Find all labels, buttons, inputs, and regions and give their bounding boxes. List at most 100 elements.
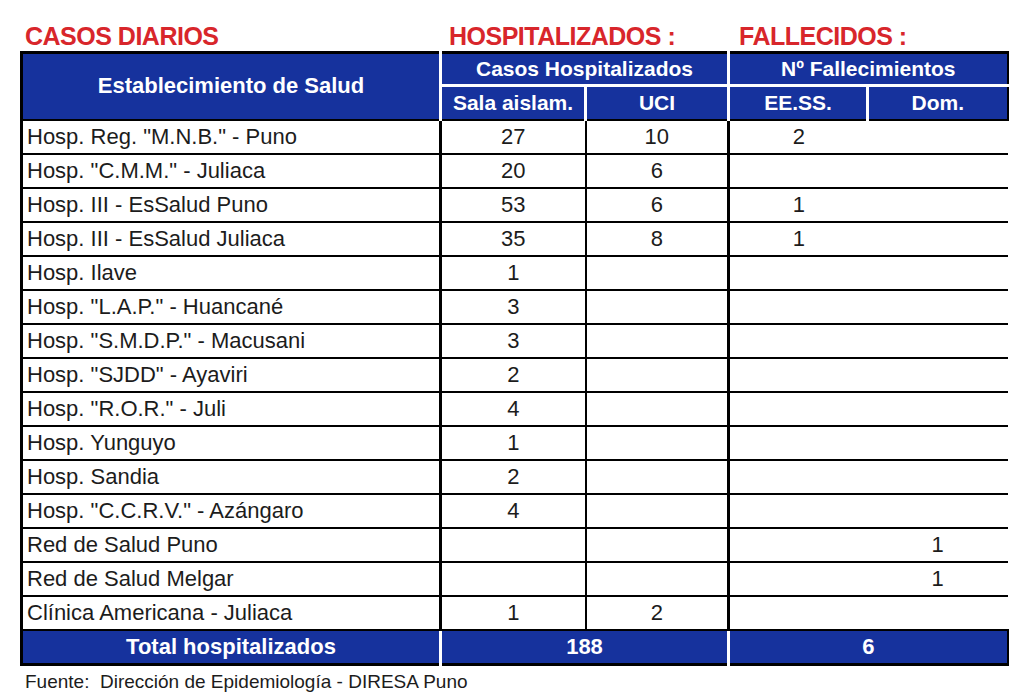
cell-dom xyxy=(868,358,1008,392)
table-row: Hosp. "SJDD" - Ayaviri2 xyxy=(22,358,1008,392)
cell-eess: 2 xyxy=(729,120,868,154)
cell-sala: 4 xyxy=(441,392,586,426)
header-sala-aislam: Sala aislam. xyxy=(441,86,586,120)
cell-dom xyxy=(868,120,1008,154)
cell-dom xyxy=(868,290,1008,324)
header-establecimiento: Establecimiento de Salud xyxy=(22,53,441,120)
cell-sala: 20 xyxy=(441,154,586,188)
cell-eess xyxy=(729,562,868,596)
cell-name: Hosp. Ilave xyxy=(22,256,441,290)
cell-dom xyxy=(868,324,1008,358)
hospitalization-table: Establecimiento de Salud Casos Hospitali… xyxy=(20,51,1009,666)
table-row: Hosp. "C.C.R.V." - Azángaro4 xyxy=(22,494,1008,528)
cell-eess xyxy=(729,358,868,392)
cell-uci xyxy=(586,290,729,324)
cell-dom: 1 xyxy=(868,562,1008,596)
cell-eess xyxy=(729,324,868,358)
table-body: Hosp. Reg. "M.N.B." - Puno27102Hosp. "C.… xyxy=(22,120,1008,630)
title-hospitalizados: HOSPITALIZADOS : xyxy=(449,22,675,51)
cell-name: Hosp. III - EsSalud Juliaca xyxy=(22,222,441,256)
table-row: Hosp. III - EsSalud Puno5361 xyxy=(22,188,1008,222)
cell-name: Hosp. "SJDD" - Ayaviri xyxy=(22,358,441,392)
total-fallecidos: 6 xyxy=(729,630,1008,665)
cell-dom xyxy=(868,596,1008,630)
total-hospitalizados: 188 xyxy=(441,630,729,665)
cell-sala: 2 xyxy=(441,460,586,494)
cell-uci xyxy=(586,392,729,426)
cell-uci xyxy=(586,528,729,562)
header-uci: UCI xyxy=(586,86,729,120)
cell-name: Red de Salud Melgar xyxy=(22,562,441,596)
cell-dom xyxy=(868,256,1008,290)
cell-dom xyxy=(868,154,1008,188)
header-eess: EE.SS. xyxy=(729,86,868,120)
table-row: Hosp. "S.M.D.P." - Macusani3 xyxy=(22,324,1008,358)
cell-sala: 1 xyxy=(441,256,586,290)
cell-uci xyxy=(586,494,729,528)
cell-sala: 2 xyxy=(441,358,586,392)
cell-sala: 3 xyxy=(441,290,586,324)
table-row: Hosp. Ilave1 xyxy=(22,256,1008,290)
cell-eess xyxy=(729,154,868,188)
header-fallecimientos: Nº Fallecimientos xyxy=(729,53,1008,86)
cell-name: Hosp. Sandia xyxy=(22,460,441,494)
title-fallecidos: FALLECIDOS : xyxy=(739,22,907,51)
cell-eess: 1 xyxy=(729,188,868,222)
cell-sala: 35 xyxy=(441,222,586,256)
cell-uci xyxy=(586,256,729,290)
cell-name: Red de Salud Puno xyxy=(22,528,441,562)
source-note: Fuente: Dirección de Epidemiología - DIR… xyxy=(25,671,468,693)
table-row: Hosp. Reg. "M.N.B." - Puno27102 xyxy=(22,120,1008,154)
cell-dom xyxy=(868,188,1008,222)
cell-dom xyxy=(868,392,1008,426)
cell-eess: 1 xyxy=(729,222,868,256)
cell-name: Hosp. "C.C.R.V." - Azángaro xyxy=(22,494,441,528)
table-row: Red de Salud Puno 1 xyxy=(22,528,1008,562)
table-row: Hosp. "R.O.R." - Juli4 xyxy=(22,392,1008,426)
cell-dom xyxy=(868,494,1008,528)
cell-dom: 1 xyxy=(868,528,1008,562)
cell-eess xyxy=(729,494,868,528)
table-row: Hosp. "L.A.P." - Huancané3 xyxy=(22,290,1008,324)
cell-sala: 3 xyxy=(441,324,586,358)
cell-sala: 1 xyxy=(441,426,586,460)
cell-eess xyxy=(729,596,868,630)
cell-name: Hosp. "R.O.R." - Juli xyxy=(22,392,441,426)
table-row: Hosp. Yunguyo1 xyxy=(22,426,1008,460)
cell-eess xyxy=(729,528,868,562)
cell-uci xyxy=(586,324,729,358)
cell-name: Clínica Americana - Juliaca xyxy=(22,596,441,630)
table-row: Hosp. Sandia2 xyxy=(22,460,1008,494)
header-dom: Dom. xyxy=(868,86,1008,120)
cell-sala xyxy=(441,562,586,596)
cell-sala: 53 xyxy=(441,188,586,222)
cell-dom xyxy=(868,426,1008,460)
cell-uci: 6 xyxy=(586,154,729,188)
cell-uci: 6 xyxy=(586,188,729,222)
cell-sala: 27 xyxy=(441,120,586,154)
title-casos-diarios: CASOS DIARIOS xyxy=(25,22,219,51)
cell-uci xyxy=(586,426,729,460)
cell-eess xyxy=(729,256,868,290)
table-row: Red de Salud Melgar 1 xyxy=(22,562,1008,596)
cell-eess xyxy=(729,392,868,426)
cell-uci: 2 xyxy=(586,596,729,630)
cell-eess xyxy=(729,460,868,494)
cell-sala xyxy=(441,528,586,562)
cell-sala: 4 xyxy=(441,494,586,528)
cell-name: Hosp. "C.M.M." - Juliaca xyxy=(22,154,441,188)
cell-dom xyxy=(868,222,1008,256)
cell-name: Hosp. Yunguyo xyxy=(22,426,441,460)
cell-uci: 8 xyxy=(586,222,729,256)
cell-name: Hosp. "L.A.P." - Huancané xyxy=(22,290,441,324)
cell-name: Hosp. Reg. "M.N.B." - Puno xyxy=(22,120,441,154)
cell-dom xyxy=(868,460,1008,494)
cell-uci xyxy=(586,460,729,494)
cell-name: Hosp. "S.M.D.P." - Macusani xyxy=(22,324,441,358)
total-label: Total hospitalizados xyxy=(22,630,441,665)
cell-uci xyxy=(586,358,729,392)
cell-sala: 1 xyxy=(441,596,586,630)
cell-uci xyxy=(586,562,729,596)
header-casos-hospitalizados: Casos Hospitalizados xyxy=(441,53,729,86)
cell-uci: 10 xyxy=(586,120,729,154)
